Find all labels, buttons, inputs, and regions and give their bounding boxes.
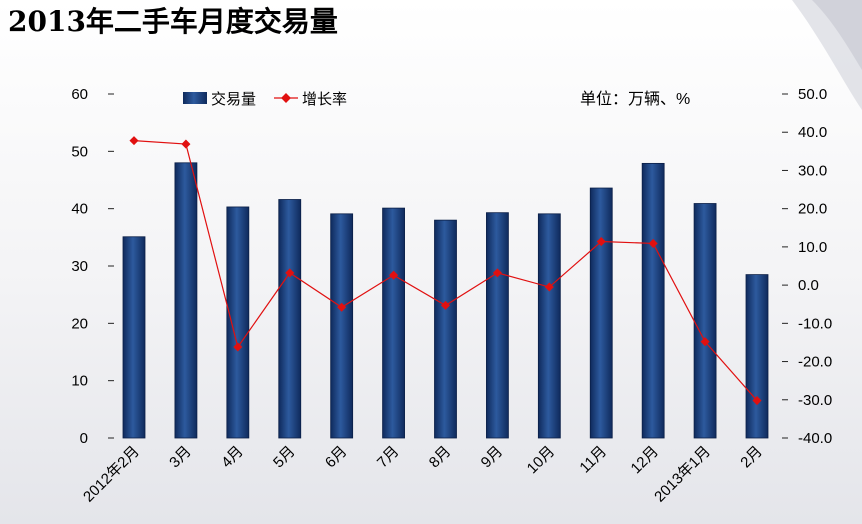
corner-decoration [792, 0, 862, 110]
x-axis-label: 12月 [628, 443, 662, 477]
right-axis: -40.0 -30.0 -20.0 -10.0 0.0 10.0 20.0 30.0 40.0 5… [782, 86, 832, 447]
right-axis-tick-label: 0.0 [798, 277, 819, 294]
bar [226, 206, 250, 439]
unit-note: 单位：万辆、% [580, 90, 690, 108]
x-axis-label: 11月 [576, 443, 610, 477]
bar [693, 203, 717, 439]
growth-rate-point [700, 337, 710, 347]
bar [382, 207, 405, 439]
left-axis-tick-label: 30 [71, 258, 88, 275]
bar [537, 213, 561, 439]
bar [745, 274, 769, 439]
legend-line-label: 增长率 [302, 91, 347, 108]
left-axis-tick-label: 20 [71, 315, 88, 332]
left-axis-tick-label: 50 [71, 143, 88, 160]
bar-series [122, 162, 769, 439]
x-axis-label: 2012年2月 [80, 443, 143, 506]
legend-line-marker [281, 93, 291, 103]
left-axis-tick-label: 10 [71, 373, 88, 390]
x-axis-label: 9月 [478, 443, 507, 472]
right-axis-tick-label: 40.0 [798, 124, 827, 141]
x-axis-label: 8月 [426, 443, 455, 472]
growth-rate-point [129, 136, 139, 146]
left-axis-tick-label: 60 [71, 86, 88, 103]
x-axis-label: 7月 [374, 443, 403, 472]
bar [589, 187, 613, 439]
bar [174, 162, 198, 439]
right-axis-tick-label: -10.0 [798, 315, 832, 332]
left-axis: 0 10 20 30 40 50 60 [71, 86, 114, 447]
bar [330, 213, 354, 439]
x-axis-label: 2月 [737, 443, 766, 472]
right-axis-tick-label: 20.0 [798, 201, 827, 218]
x-axis-label: 10月 [524, 443, 558, 477]
x-axis-label: 3月 [166, 443, 195, 472]
legend-bar-label: 交易量 [211, 90, 256, 108]
bar [434, 219, 457, 439]
chart-title: 2013年二手车月度交易量 [8, 5, 338, 38]
legend-bar-swatch [183, 92, 207, 104]
right-axis-tick-label: 10.0 [798, 239, 827, 256]
right-axis-tick-label: -40.0 [798, 430, 832, 447]
bar [641, 162, 665, 439]
growth-rate-point [544, 282, 554, 292]
bar [278, 199, 302, 439]
x-axis-label: 4月 [218, 443, 247, 472]
growth-rate-point [181, 139, 191, 149]
bar [122, 236, 146, 439]
legend: 交易量 增长率 [183, 90, 347, 108]
x-axis-label: 2013年1月 [651, 443, 714, 506]
growth-rate-point [233, 342, 243, 352]
x-axis-label: 6月 [322, 443, 351, 472]
x-axis-label: 5月 [270, 443, 299, 472]
right-axis-tick-label: 50.0 [798, 86, 827, 103]
right-axis-tick-label: -20.0 [798, 354, 832, 371]
left-axis-tick-label: 40 [71, 201, 88, 218]
right-axis-tick-label: -30.0 [798, 392, 832, 409]
right-axis-tick-label: 30.0 [798, 162, 827, 179]
bar [486, 212, 509, 439]
left-axis-tick-label: 0 [80, 430, 88, 447]
